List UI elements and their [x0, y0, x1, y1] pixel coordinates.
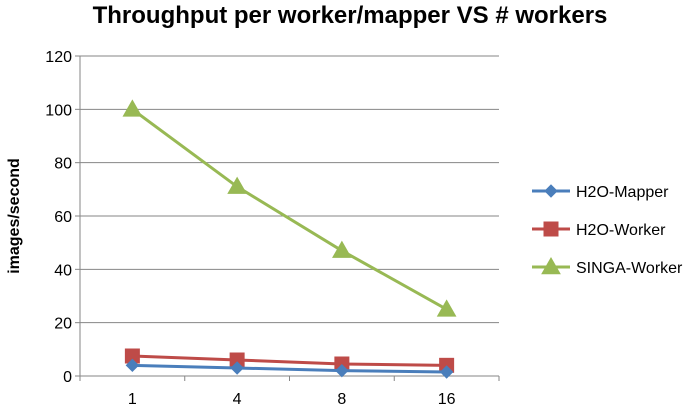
data-point — [332, 240, 352, 258]
legend-marker — [541, 256, 561, 275]
series-line — [132, 363, 447, 374]
series-line — [132, 354, 447, 367]
axes — [75, 55, 500, 381]
legend-marker — [543, 221, 559, 237]
legend-entry: H2O-Worker — [532, 221, 666, 239]
data-point — [227, 176, 247, 194]
y-tick-label: 40 — [54, 262, 72, 279]
data-point — [439, 365, 454, 379]
y-tick-labels: 0 20 40 60 80 100 120 — [45, 49, 72, 386]
legend-marker — [544, 184, 558, 198]
series-lines — [122, 99, 457, 379]
x-tick-label: 16 — [438, 391, 456, 408]
y-axis-title: images/second — [6, 158, 23, 274]
series-line — [131, 108, 448, 311]
data-point — [122, 99, 143, 117]
x-tick-labels: 1 4 8 16 — [128, 391, 456, 408]
legend-label: H2O-Mapper — [576, 184, 669, 201]
x-tick-label: 1 — [128, 391, 137, 408]
legend-label: H2O-Worker — [576, 222, 666, 239]
legend-label: SINGA-Worker — [576, 260, 683, 277]
data-point — [125, 358, 140, 373]
gridlines — [80, 55, 499, 324]
y-tick-label: 80 — [54, 156, 72, 173]
data-point — [335, 363, 349, 378]
series-h2o-mapper — [125, 358, 454, 379]
legend-entry: SINGA-Worker — [532, 256, 683, 277]
x-tick-label: 8 — [337, 391, 346, 408]
legend-entry: H2O-Mapper — [532, 184, 669, 201]
data-point — [230, 361, 244, 375]
y-tick-label: 100 — [45, 102, 72, 119]
y-tick-label: 60 — [54, 209, 72, 226]
y-tick-label: 0 — [63, 369, 72, 386]
chart-title: Throughput per worker/mapper VS # worker… — [92, 2, 608, 29]
legend: H2O-Mapper H2O-Worker SINGA-Worker — [532, 184, 683, 277]
data-point — [436, 299, 457, 317]
y-tick-label: 120 — [45, 49, 72, 66]
y-tick-label: 20 — [54, 316, 72, 333]
series-singa-worker — [122, 99, 457, 317]
x-tick-label: 4 — [233, 391, 242, 408]
